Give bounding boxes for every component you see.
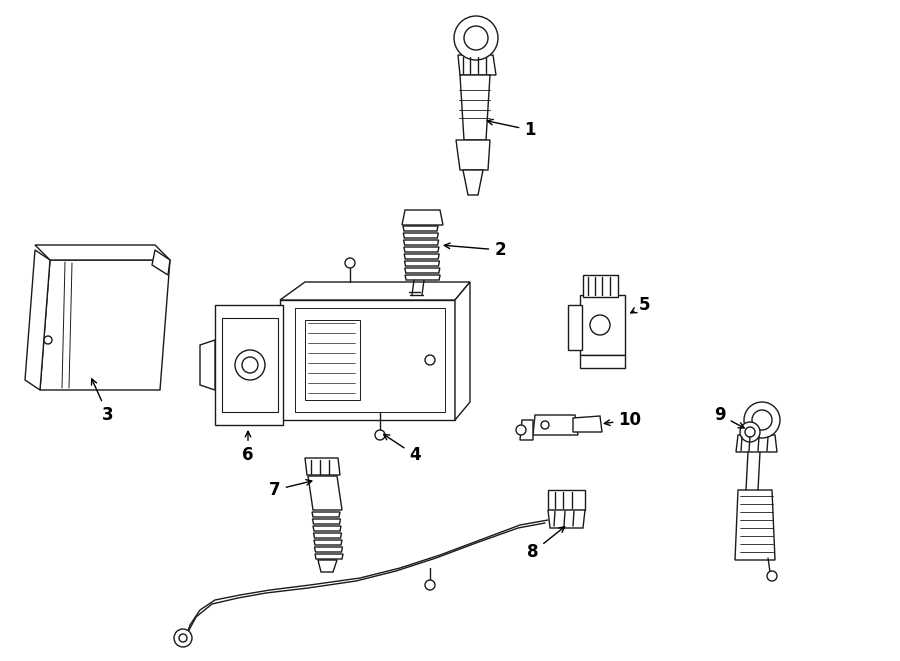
Polygon shape: [456, 140, 490, 170]
Circle shape: [179, 634, 187, 642]
Polygon shape: [405, 268, 440, 273]
Polygon shape: [313, 526, 341, 531]
Polygon shape: [314, 547, 343, 552]
Circle shape: [454, 16, 498, 60]
Polygon shape: [583, 275, 618, 297]
Polygon shape: [403, 240, 438, 245]
Polygon shape: [404, 254, 439, 259]
Polygon shape: [312, 519, 340, 524]
Polygon shape: [305, 458, 340, 475]
Circle shape: [174, 629, 192, 647]
Polygon shape: [405, 275, 440, 280]
Polygon shape: [314, 540, 342, 545]
Polygon shape: [25, 250, 50, 390]
Circle shape: [345, 258, 355, 268]
Text: 3: 3: [92, 379, 113, 424]
Polygon shape: [402, 210, 443, 225]
Polygon shape: [458, 55, 496, 75]
Circle shape: [235, 350, 265, 380]
Circle shape: [740, 422, 760, 442]
Circle shape: [375, 430, 385, 440]
Polygon shape: [215, 305, 283, 425]
Polygon shape: [580, 295, 625, 355]
Polygon shape: [404, 261, 439, 266]
Polygon shape: [295, 308, 445, 412]
Polygon shape: [40, 260, 170, 390]
Polygon shape: [736, 435, 777, 452]
Polygon shape: [463, 170, 483, 195]
Polygon shape: [573, 416, 602, 432]
Text: 5: 5: [631, 296, 651, 314]
Text: 10: 10: [604, 411, 642, 429]
Text: 1: 1: [487, 120, 536, 139]
Polygon shape: [308, 476, 342, 510]
Polygon shape: [403, 226, 438, 231]
Circle shape: [44, 336, 52, 344]
Circle shape: [516, 425, 526, 435]
Circle shape: [242, 357, 258, 373]
Circle shape: [767, 571, 777, 581]
Polygon shape: [313, 533, 341, 538]
Text: 2: 2: [445, 241, 506, 259]
Polygon shape: [222, 318, 278, 412]
Polygon shape: [580, 355, 625, 368]
Polygon shape: [404, 247, 439, 252]
Polygon shape: [533, 415, 578, 435]
Circle shape: [541, 421, 549, 429]
Polygon shape: [35, 245, 170, 260]
Polygon shape: [735, 490, 775, 560]
Text: 7: 7: [269, 480, 311, 499]
Circle shape: [590, 315, 610, 335]
Text: 4: 4: [383, 434, 421, 464]
Polygon shape: [305, 320, 360, 400]
Circle shape: [425, 355, 435, 365]
Polygon shape: [455, 282, 470, 420]
Circle shape: [745, 427, 755, 437]
Circle shape: [744, 402, 780, 438]
Polygon shape: [318, 560, 337, 572]
Polygon shape: [152, 250, 170, 275]
Text: 8: 8: [527, 527, 564, 561]
Polygon shape: [520, 420, 533, 440]
Polygon shape: [200, 340, 215, 390]
Polygon shape: [403, 233, 438, 238]
Polygon shape: [280, 282, 470, 300]
Text: 9: 9: [715, 406, 744, 428]
Polygon shape: [460, 75, 490, 140]
Polygon shape: [548, 510, 585, 528]
Circle shape: [464, 26, 488, 50]
Polygon shape: [315, 554, 343, 559]
Polygon shape: [548, 490, 585, 510]
Circle shape: [752, 410, 772, 430]
Text: 6: 6: [242, 432, 254, 464]
Circle shape: [425, 580, 435, 590]
Polygon shape: [312, 512, 340, 517]
Polygon shape: [568, 305, 582, 350]
Polygon shape: [280, 300, 455, 420]
